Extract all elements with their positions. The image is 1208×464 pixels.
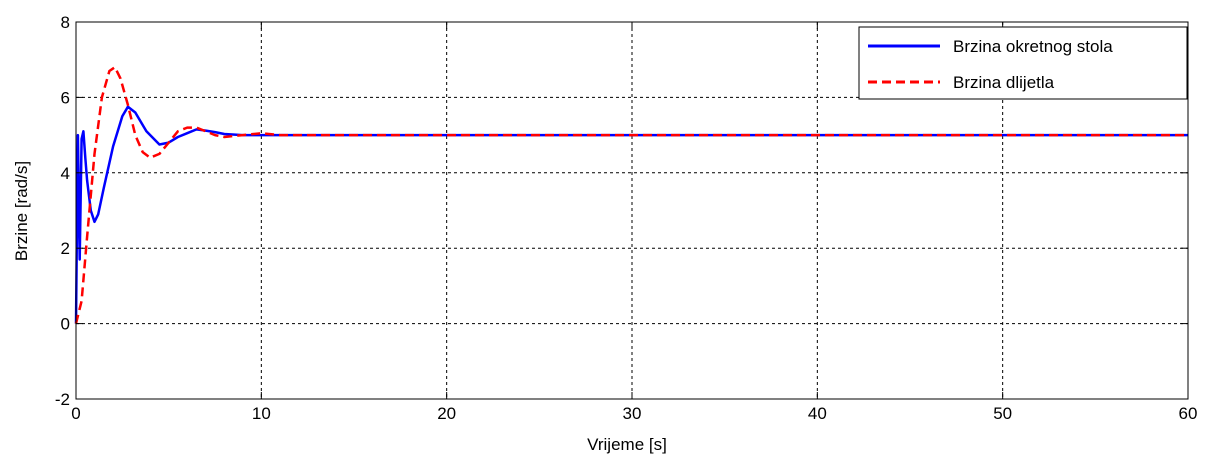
x-tick-label: 20: [437, 404, 456, 423]
x-tick-label: 0: [71, 404, 80, 423]
x-tick-labels: 0 10 20 30 40 50 60: [71, 404, 1197, 423]
series-layer: [74, 65, 1188, 324]
x-tick-label: 50: [993, 404, 1012, 423]
axis-ticks: [75, 21, 1189, 400]
y-tick-label: 8: [61, 13, 70, 32]
x-tick-label: 40: [808, 404, 827, 423]
y-tick-label: 0: [61, 315, 70, 334]
y-tick-label: 2: [61, 239, 70, 258]
y-tick-label: 6: [61, 88, 70, 107]
y-tick-label: 4: [61, 164, 70, 183]
y-tick-label: -2: [55, 390, 70, 409]
legend-label-series-1: Brzina okretnog stola: [953, 37, 1113, 56]
legend-box: [858, 26, 1188, 100]
x-tick-label: 10: [252, 404, 271, 423]
y-tick-labels: -2 0 2 4 6 8: [55, 13, 70, 409]
legend: Brzina okretnog stola Brzina dlijetla: [858, 26, 1188, 100]
x-axis-label: Vrijeme [s]: [587, 435, 667, 454]
x-tick-label: 60: [1179, 404, 1198, 423]
y-axis-label: Brzine [rad/s]: [12, 161, 31, 261]
x-tick-label: 30: [623, 404, 642, 423]
series-line-dlijetla: [74, 65, 1188, 324]
legend-label-series-2: Brzina dlijetla: [953, 73, 1055, 92]
